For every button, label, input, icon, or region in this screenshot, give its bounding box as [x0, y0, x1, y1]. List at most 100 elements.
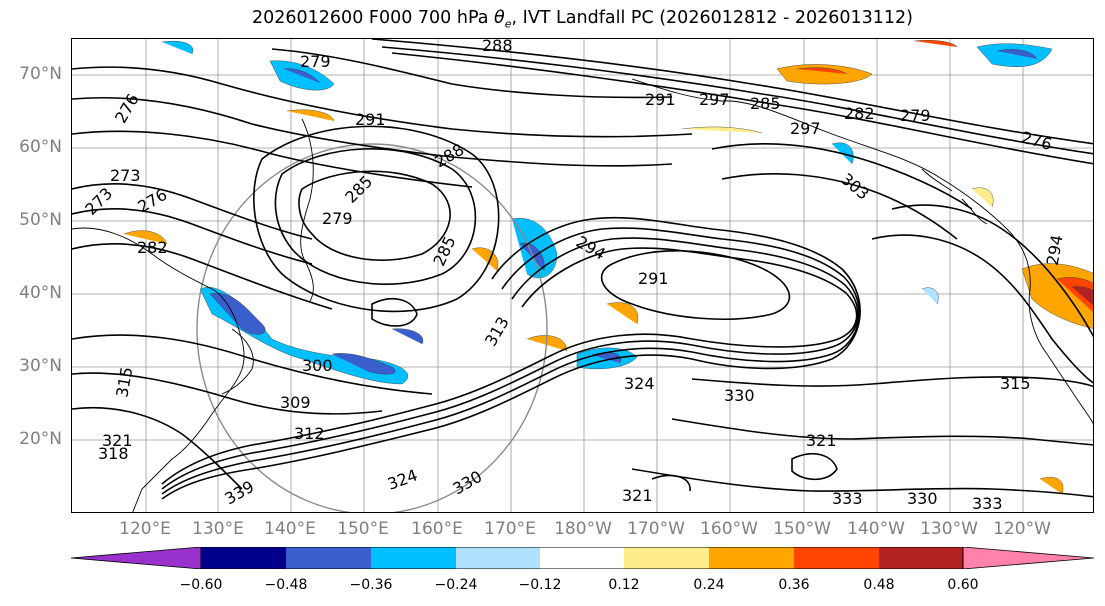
contour-label: 339 — [221, 477, 257, 509]
contour-label: 324 — [624, 374, 655, 393]
contour-low-3 — [253, 125, 500, 313]
lon-label-130e: 130°E — [192, 519, 244, 539]
colorbar-tick: −0.36 — [349, 577, 393, 593]
contour-label: 318 — [98, 444, 129, 463]
contour-low-2 — [274, 148, 477, 285]
contour-hook-1 — [161, 216, 861, 500]
colorbar-segment — [456, 547, 540, 569]
contour-low-1 — [298, 170, 451, 261]
contour-label: 321 — [102, 431, 133, 450]
lon-label-140w: 140°W — [847, 519, 905, 539]
contour-arctic-2 — [381, 46, 1093, 155]
contour-label: 279 — [900, 106, 931, 125]
graticule — [72, 39, 1093, 512]
contour-label: 276 — [1019, 128, 1053, 154]
colorbar-segment — [879, 547, 963, 569]
contour-ne-1 — [711, 143, 973, 210]
contour-ne-2 — [721, 173, 958, 240]
lat-label-70n: 70°N — [19, 64, 62, 84]
colorbar-tick: 0.48 — [863, 577, 895, 593]
contour-label: 291 — [645, 90, 676, 109]
map-panel: 288 279 291 276 273 273 276 282 279 285 … — [71, 38, 1094, 513]
contour-west-3 — [72, 243, 333, 310]
shade-pos-east-darkest — [1071, 286, 1093, 306]
contour-label: 297 — [790, 119, 821, 138]
contour-arctic-4 — [271, 48, 673, 99]
lat-label-50n: 50°N — [19, 210, 62, 230]
colorbar-segment — [201, 547, 286, 569]
colorbar-tick: −0.60 — [179, 577, 223, 593]
lon-label-120w: 120°W — [993, 519, 1051, 539]
contour-label: 273 — [110, 166, 141, 185]
colorbar-extend-low — [71, 547, 202, 569]
contour-hook-2 — [161, 227, 860, 495]
contour-labels: 288 279 291 276 273 273 276 282 279 285 … — [81, 39, 1067, 513]
lat-label-20n: 20°N — [19, 429, 62, 449]
contour-label: 294 — [1043, 233, 1067, 266]
contour-south-2 — [72, 372, 383, 415]
shade-pos-alaska-ll — [681, 126, 763, 134]
contour-label: 303 — [837, 169, 873, 203]
colorbar-segment — [794, 547, 879, 569]
contour-label: 321 — [622, 486, 653, 505]
colorbar-tick: −0.24 — [434, 577, 478, 593]
shade-neg-jet-dark — [591, 352, 621, 364]
lon-label-130w: 130°W — [920, 519, 978, 539]
contour-west-2 — [72, 208, 313, 265]
contour-label: 333 — [832, 489, 863, 508]
lon-label-170w: 170°W — [627, 519, 685, 539]
contour-label: 324 — [385, 465, 420, 493]
map-canvas: 288 279 291 276 273 273 276 282 279 285 … — [72, 39, 1093, 513]
colorbar-tick: 0.12 — [608, 577, 640, 593]
coast-alaska — [631, 78, 1008, 230]
contour-small-1 — [371, 298, 418, 327]
coast-japan — [221, 328, 254, 395]
shade-pos-nmid-strong — [796, 67, 848, 75]
contour-label: 282 — [137, 238, 168, 257]
title-theta-symbol: θ — [494, 8, 505, 28]
contour-label: 300 — [302, 356, 333, 375]
colorbar-tick: −0.12 — [518, 577, 562, 593]
contour-label: 330 — [724, 386, 755, 405]
contour-label: 333 — [972, 494, 1003, 513]
lon-label-160w: 160°W — [700, 519, 758, 539]
contour-label: 285 — [750, 94, 781, 113]
contour-label: 288 — [482, 39, 513, 55]
contour-east-1 — [871, 234, 1093, 384]
shade-neg-ne-mid — [976, 43, 1053, 67]
reference-circle — [196, 143, 548, 512]
title-theta-subscript: e — [504, 17, 512, 31]
contour-north-1 — [72, 66, 693, 138]
contour-label: 279 — [322, 209, 353, 228]
contour-label: 330 — [449, 467, 485, 499]
contour-label: 273 — [81, 184, 116, 219]
contour-layer — [72, 39, 1093, 500]
colorbar-tick: 0.24 — [693, 577, 725, 593]
colorbar-segment — [624, 547, 709, 569]
lat-label-60n: 60°N — [19, 137, 62, 157]
contour-west-1 — [72, 183, 313, 240]
shade-neg-ne-dark — [996, 49, 1038, 60]
map-title: 2026012600 F000 700 hPa θe, IVT Landfall… — [0, 8, 1105, 31]
coast-na-west — [1006, 228, 1093, 425]
contour-se-1 — [691, 376, 1093, 388]
contour-south-1 — [72, 334, 433, 395]
shade-neg-e-light — [921, 287, 939, 305]
contour-arctic-1 — [371, 39, 1093, 145]
contour-se-2 — [671, 418, 1093, 446]
colorbar-segment — [709, 547, 794, 569]
lat-label-30n: 30°N — [19, 356, 62, 376]
contour-label: 276 — [111, 90, 143, 126]
colorbar-segment — [286, 547, 371, 569]
contour-south-3 — [72, 406, 243, 490]
contour-label: 330 — [907, 489, 938, 508]
contour-small-3 — [651, 474, 691, 492]
shade-neg-nw-dark — [283, 68, 321, 84]
contour-label: 285 — [341, 172, 376, 207]
lat-label-40n: 40°N — [19, 283, 62, 303]
contour-label: 309 — [280, 393, 311, 412]
contour-label: 315 — [112, 365, 136, 398]
colorbar-outline — [200, 547, 964, 569]
contour-label: 291 — [355, 110, 386, 129]
shade-pos-nw-mid — [286, 109, 335, 122]
